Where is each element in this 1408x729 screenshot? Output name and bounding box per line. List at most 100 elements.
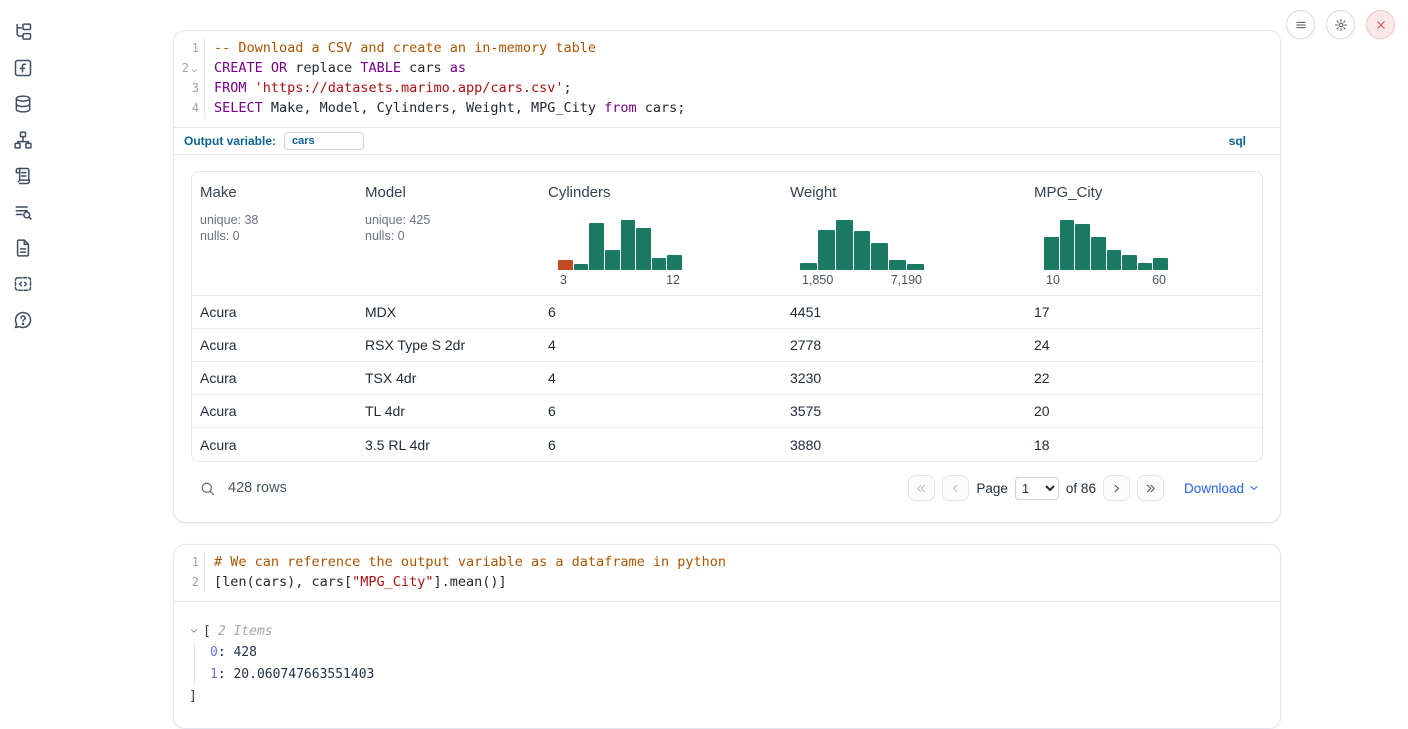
sidebar-item-dependency-graph[interactable] — [13, 130, 33, 150]
python-cell: 1 2 # We can reference the output variable… — [173, 544, 1281, 729]
column-header-mpg_city: MPG_City 10 60 — [1026, 184, 1262, 295]
next-page-button[interactable] — [1102, 475, 1130, 501]
hist-max-label: 12 — [666, 273, 680, 287]
list-item: 0: 428 — [210, 645, 257, 660]
column-title[interactable]: Cylinders — [548, 184, 611, 201]
scroll-icon — [13, 166, 33, 186]
column-histogram: 1,850 7,190 — [790, 214, 925, 295]
shutdown-button[interactable] — [1366, 10, 1395, 39]
line-number: 1 — [191, 555, 199, 569]
sidebar-item-documentation[interactable] — [13, 238, 33, 258]
python-editor[interactable]: 1 2 # We can reference the output variable… — [174, 545, 1280, 601]
line-number: 3 — [191, 81, 199, 95]
divider — [174, 127, 1280, 128]
column-stats: unique: 38 nulls: 0 — [200, 213, 259, 243]
list-search-icon — [13, 202, 33, 222]
data-table: Make unique: 38 nulls: 0 Model unique: 425 nu… — [191, 171, 1263, 462]
column-title[interactable]: Weight — [790, 184, 837, 201]
column-header-make: Make unique: 38 nulls: 0 — [192, 184, 357, 295]
sidebar-item-file-explorer[interactable] — [13, 22, 33, 42]
table-row[interactable]: Acura TL 4dr 6 3575 20 — [192, 395, 1262, 428]
table-cell: 3880 — [790, 436, 822, 453]
table-cell: Acura — [200, 436, 237, 453]
last-page-button[interactable] — [1136, 475, 1164, 501]
table-row[interactable]: Acura RSX Type S 2dr 4 2778 24 — [192, 329, 1262, 362]
line-number: 1 — [191, 41, 199, 55]
divider — [174, 154, 1280, 155]
sidebar-item-logs[interactable] — [13, 202, 33, 222]
output-variable-input[interactable] — [284, 132, 365, 150]
table-cell: 6 — [548, 436, 556, 453]
sidebar-item-variables[interactable] — [13, 58, 33, 78]
table-cell: 6 — [548, 403, 556, 419]
hist-max-label: 7,190 — [890, 273, 922, 287]
code-block-icon — [13, 274, 33, 294]
column-title[interactable]: Make — [200, 184, 237, 201]
chevron-down-icon — [1248, 482, 1260, 494]
code-line: CREATE OR replace TABLE cars as — [214, 60, 466, 76]
sidebar-item-data-sources[interactable] — [13, 94, 33, 114]
chevron-down-icon — [189, 626, 199, 636]
output-variable-row: Output variable: sql — [174, 128, 1280, 154]
table-row[interactable]: Acura 3.5 RL 4dr 6 3880 18 — [192, 428, 1262, 461]
download-button[interactable]: Download — [1184, 481, 1260, 496]
table-cell: TSX 4dr — [365, 370, 417, 386]
table-cell: 4 — [548, 370, 556, 386]
column-histogram: 10 60 — [1034, 214, 1168, 295]
menu-button[interactable] — [1286, 10, 1315, 39]
fold-icon[interactable] — [190, 66, 199, 75]
code-line: -- Download a CSV and create an in-memor… — [214, 40, 597, 56]
search-icon[interactable] — [199, 480, 216, 497]
code-line: # We can reference the output variable a… — [214, 554, 727, 570]
close-icon — [1374, 18, 1388, 32]
left-sidebar — [0, 0, 46, 330]
table-cell: 4451 — [790, 304, 822, 320]
window-controls — [1286, 10, 1395, 39]
prev-page-button[interactable] — [942, 475, 970, 501]
row-count: 428 rows — [228, 480, 287, 496]
collapse-toggle[interactable]: [2 Items — [189, 620, 1262, 642]
code-content: -- Download a CSV and create an in-memor… — [205, 38, 1280, 118]
table-cell: RSX Type S 2dr — [365, 337, 466, 353]
table-row[interactable]: Acura TSX 4dr 4 3230 22 — [192, 362, 1262, 395]
sidebar-item-snippets[interactable] — [13, 274, 33, 294]
first-page-button[interactable] — [908, 475, 936, 501]
table-cell: 24 — [1034, 337, 1050, 353]
sidebar-item-help[interactable] — [13, 310, 33, 330]
column-header-weight: Weight 1,850 7,190 — [782, 184, 1026, 295]
code-content: # We can reference the output variable a… — [205, 552, 1280, 592]
sql-editor[interactable]: 1 2 3 4 -- Download a CSV and create an in-m… — [174, 31, 1280, 127]
open-bracket: [ — [203, 623, 211, 639]
settings-button[interactable] — [1326, 10, 1355, 39]
page-total: of 86 — [1065, 480, 1096, 496]
language-badge: sql — [1228, 134, 1246, 148]
table-cell: Acura — [200, 370, 237, 386]
hist-min-label: 10 — [1046, 273, 1060, 287]
table-cell: 3.5 RL 4dr — [365, 436, 430, 453]
table-row[interactable]: Acura MDX 6 4451 17 — [192, 296, 1262, 329]
table-cell: 6 — [548, 304, 556, 320]
list-item: 1: 20.060747663551403 — [210, 667, 375, 682]
table-cell: 20 — [1034, 403, 1050, 419]
hist-min-label: 1,850 — [802, 273, 834, 287]
table-cell: MDX — [365, 304, 397, 320]
line-number: 2 — [174, 58, 204, 78]
sidebar-item-scratchpad[interactable] — [13, 166, 33, 186]
column-title[interactable]: MPG_City — [1034, 184, 1103, 201]
pagination: Page 1 of 86 Download — [908, 475, 1263, 501]
table-cell: Acura — [200, 304, 237, 320]
page-select[interactable]: 1 — [1014, 476, 1059, 500]
sql-cell: 1 2 3 4 -- Download a CSV and create an in-m… — [173, 30, 1281, 523]
table-cell: 17 — [1034, 304, 1050, 320]
table-cell: 22 — [1034, 370, 1050, 386]
dep-graph-icon — [13, 130, 33, 150]
table-cell: Acura — [200, 337, 237, 353]
table-cell: 4 — [548, 337, 556, 353]
database-icon — [13, 94, 33, 114]
code-line: SELECT Make, Model, Cylinders, Weight, M… — [214, 100, 686, 116]
code-line: FROM 'https://datasets.marimo.app/cars.c… — [214, 80, 572, 96]
column-title[interactable]: Model — [365, 184, 406, 201]
sql-output: Make unique: 38 nulls: 0 Model unique: 425 nu… — [174, 155, 1280, 522]
tree-entries: 0: 428 1: 20.060747663551403 — [194, 642, 1262, 686]
